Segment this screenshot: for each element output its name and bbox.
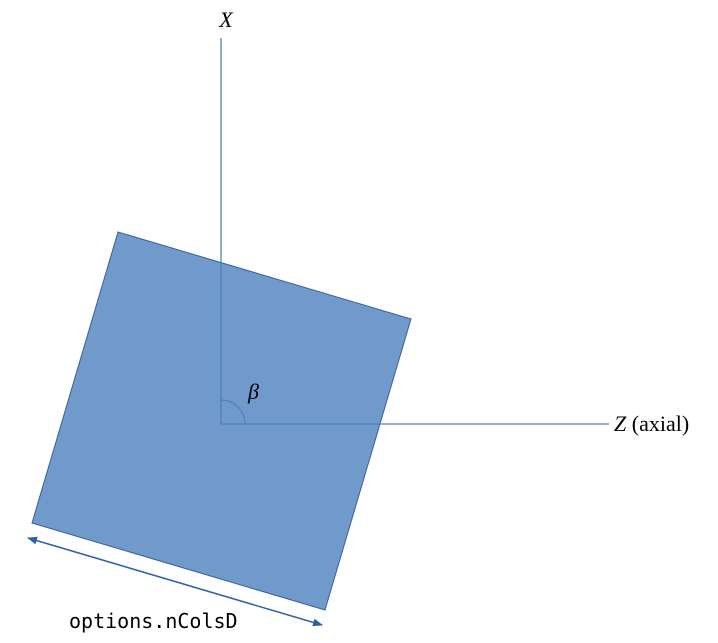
beta-angle-arc — [220, 399, 246, 425]
width-label: options.nColsD — [69, 609, 238, 633]
width-dimension-arrow — [27, 536, 323, 627]
z-axis-suffix: (axial) — [626, 411, 689, 436]
beta-angle-label: β — [247, 379, 259, 404]
z-axis-label: Z (axial) — [614, 411, 689, 436]
x-axis-label: X — [218, 7, 234, 32]
